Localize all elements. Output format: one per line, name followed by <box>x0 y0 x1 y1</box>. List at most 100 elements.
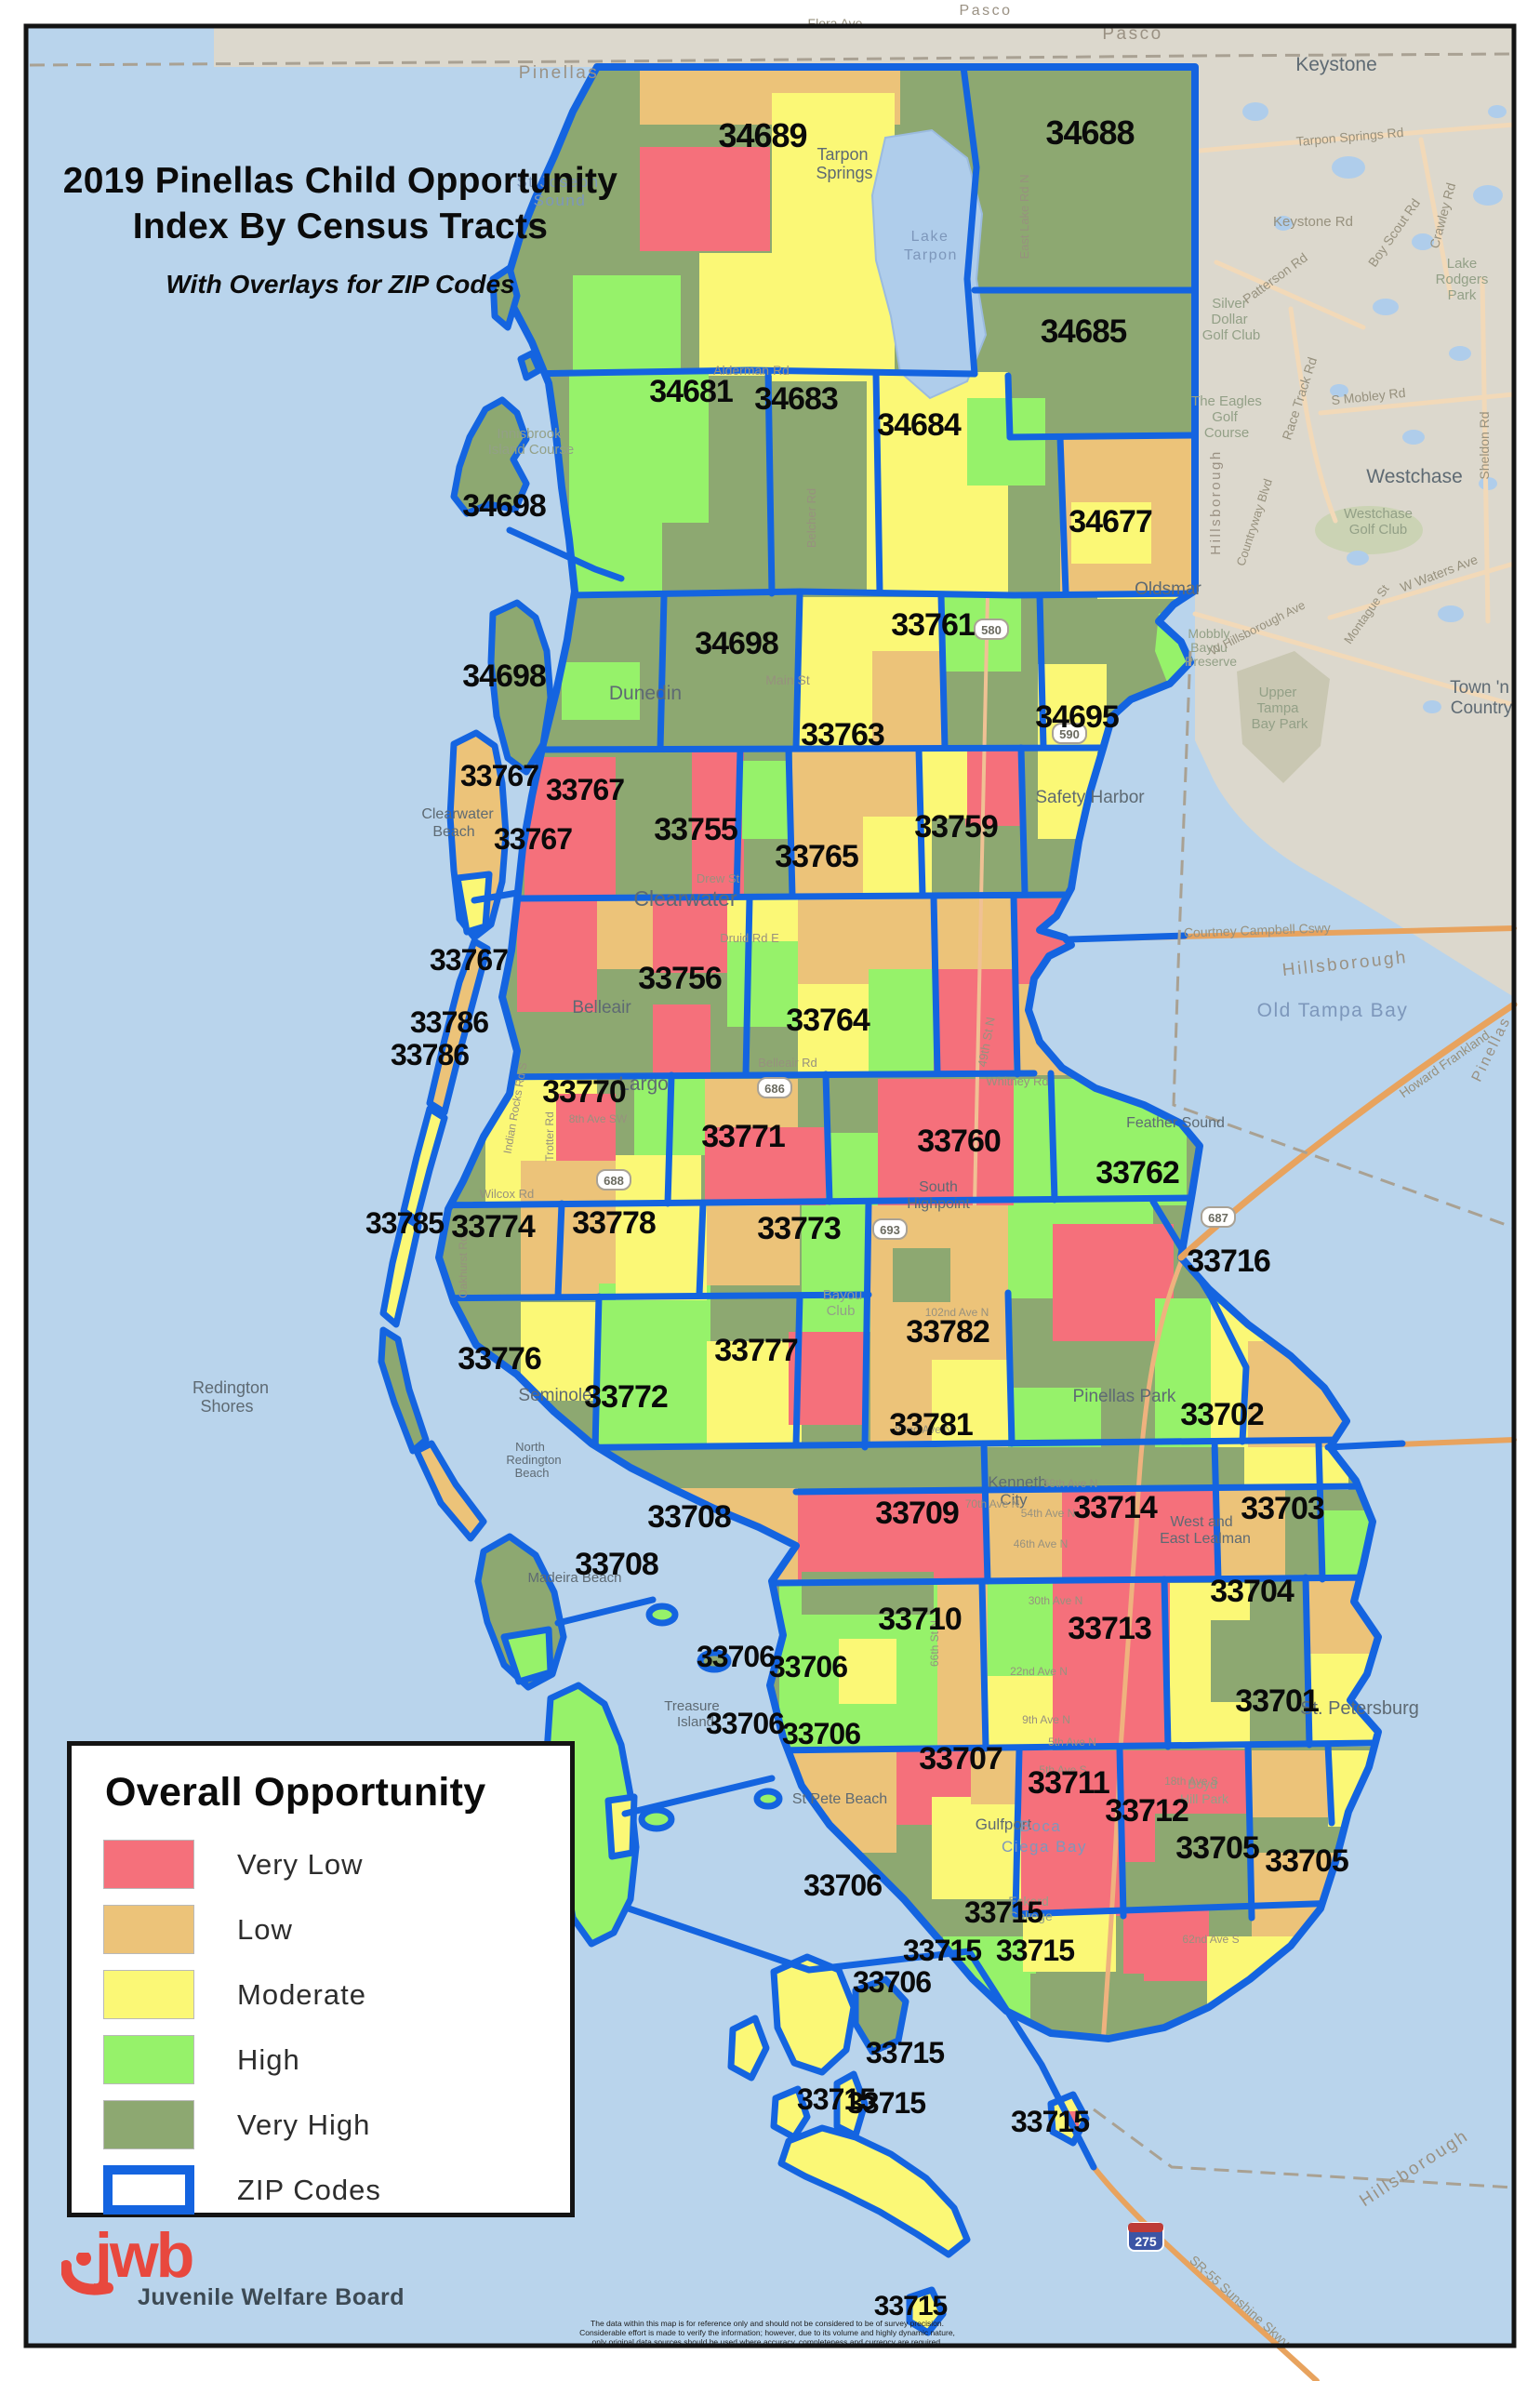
tierra-verde-east <box>852 1975 909 2055</box>
place-label: North <box>515 1440 545 1454</box>
road-label: Belleair Rd <box>758 1056 817 1070</box>
park-label: Rodgers <box>1436 272 1489 287</box>
legend-swatch-very-low <box>103 1840 194 1889</box>
zip-code-label: 34698 <box>695 626 778 661</box>
road-label: 5th Ave S <box>1039 1763 1086 1776</box>
place-label: Pinellas Park <box>1073 1387 1176 1406</box>
county-label: Pinellas <box>519 63 600 83</box>
zip-code-label: 33705 <box>1175 1830 1259 1866</box>
map-subtitle: With Overlays for ZIP Codes <box>166 270 515 299</box>
map-frame <box>23 23 1517 2348</box>
road-label: Courtney Campbell Cswy <box>1184 920 1331 940</box>
county-boundary-lines <box>29 52 1515 2189</box>
park-label: Golf <box>1212 409 1238 425</box>
zip-code-label: 34685 <box>1041 313 1127 350</box>
place-label: Town 'n <box>1450 678 1509 698</box>
water-label: Ciega Bay <box>1002 1838 1087 1856</box>
place-label: Largo <box>618 1073 669 1095</box>
water-label: Boca <box>1020 1817 1062 1835</box>
place-label: Oldsmar <box>1135 579 1201 599</box>
park-label: Boyd <box>1188 1776 1217 1791</box>
park-label: Course <box>1204 425 1249 441</box>
zip-code-label: 33759 <box>914 809 998 845</box>
disclaimer-text: The data within this map is for referenc… <box>577 2319 958 2347</box>
place-label: Keystone <box>1295 54 1377 75</box>
zip-code-label: 33715 <box>874 2291 948 2321</box>
place-label: Clearwater <box>633 886 737 911</box>
zip-code-label: 33755 <box>654 812 737 847</box>
road-label: 30th Ave N <box>1029 1594 1083 1607</box>
route-shield: 580 <box>974 619 1009 640</box>
place-label: Redington <box>192 1378 269 1397</box>
zip-code-label: 34681 <box>649 374 733 409</box>
place-label: Treasure <box>664 1698 719 1714</box>
park-label: Lake <box>1447 256 1478 272</box>
road-label: Main St <box>765 672 810 687</box>
jwb-smile-icon <box>61 2253 113 2295</box>
park-label: Silver <box>1212 296 1247 312</box>
lake-tarpon <box>870 128 988 400</box>
zip-code-label: 33702 <box>1180 1397 1264 1432</box>
jwb-org-text: Juvenile Welfare Board <box>138 2284 405 2310</box>
zip-code-label: 33706 <box>706 1707 784 1740</box>
place-label: Redington <box>506 1453 561 1467</box>
disclaimer-line1: The data within this map is for referenc… <box>591 2319 944 2328</box>
legend-box: Overall Opportunity Very Low Low Moderat… <box>67 1741 575 2217</box>
sand-key <box>426 938 491 1116</box>
hillsborough-basemap <box>214 28 1517 997</box>
place-label: South <box>919 1179 958 1195</box>
zip-code-label: 33705 <box>1265 1843 1348 1879</box>
route-shield: 688 <box>596 1169 631 1190</box>
legend-swatch-moderate <box>103 1970 194 2019</box>
boca-key-4 <box>638 1806 675 1832</box>
road-label: 9th Ave N <box>1022 1713 1070 1726</box>
zip-code-label: 33773 <box>757 1211 841 1246</box>
zip-code-label: 33708 <box>575 1547 658 1582</box>
place-label: Madeira Beach <box>528 1570 622 1586</box>
legend-row-moderate: Moderate <box>103 1970 570 2019</box>
zip-code-label: 33786 <box>410 1005 488 1039</box>
place-label: Beach <box>515 1466 550 1480</box>
legend-swatch-very-high <box>103 2100 194 2149</box>
zip-code-label: 34698 <box>462 488 546 524</box>
place-label: Westchase <box>1366 466 1463 487</box>
zip-code-label: 33715 <box>797 2082 875 2116</box>
county-label: Pasco <box>960 3 1013 19</box>
road-label: Drew St <box>697 871 740 885</box>
three-rooker-island <box>517 350 543 381</box>
fort-de-soto <box>777 2124 971 2258</box>
route-shields-layer: 580 590 686 688 693 687 <box>596 619 1236 1240</box>
zip-code-label: 33767 <box>430 943 508 977</box>
zip-code-label: 33709 <box>875 1496 959 1531</box>
legend-row-very-low: Very Low <box>103 1840 570 1889</box>
zip-code-label: 33713 <box>1068 1611 1151 1646</box>
svg-text:688: 688 <box>604 1174 624 1188</box>
park-label: Tampa <box>1256 700 1299 716</box>
zip-code-label: 33785 <box>365 1206 444 1240</box>
park-label: Hill Park <box>1180 1791 1229 1806</box>
zip-code-label: 33767 <box>460 759 538 792</box>
redington-island <box>378 1326 430 1455</box>
svg-text:686: 686 <box>764 1082 785 1096</box>
zip-code-label: 33715 <box>903 1934 981 1967</box>
zip-code-label: 33715 <box>1011 2105 1089 2138</box>
zip-code-label: 33764 <box>786 1003 870 1038</box>
road-label: 66th St N <box>928 1620 941 1667</box>
svg-text:275: 275 <box>1135 2234 1157 2249</box>
zip-code-label: 34677 <box>1069 504 1152 539</box>
zip-code-label: 33774 <box>451 1209 536 1244</box>
legend-row-very-high: Very High <box>103 2100 570 2149</box>
zip-code-label: 34684 <box>877 407 962 443</box>
park-label: Mobbly <box>1188 626 1229 641</box>
park-label: Island Course <box>488 442 575 458</box>
legend-label-high: High <box>237 2042 300 2076</box>
zip-code-label: 33765 <box>775 839 858 874</box>
zip-code-label: 33761 <box>891 607 975 643</box>
zip-code-label: 33715 <box>964 1895 1042 1929</box>
legend-swatch-low <box>103 1905 194 1954</box>
zip-code-label: 34683 <box>754 381 838 417</box>
water-label: St Joseph <box>516 173 599 191</box>
place-label: St. Petersburg <box>1300 1698 1419 1719</box>
park-label: Westchase <box>1344 506 1413 522</box>
place-label: St Pete Beach <box>792 1791 887 1807</box>
